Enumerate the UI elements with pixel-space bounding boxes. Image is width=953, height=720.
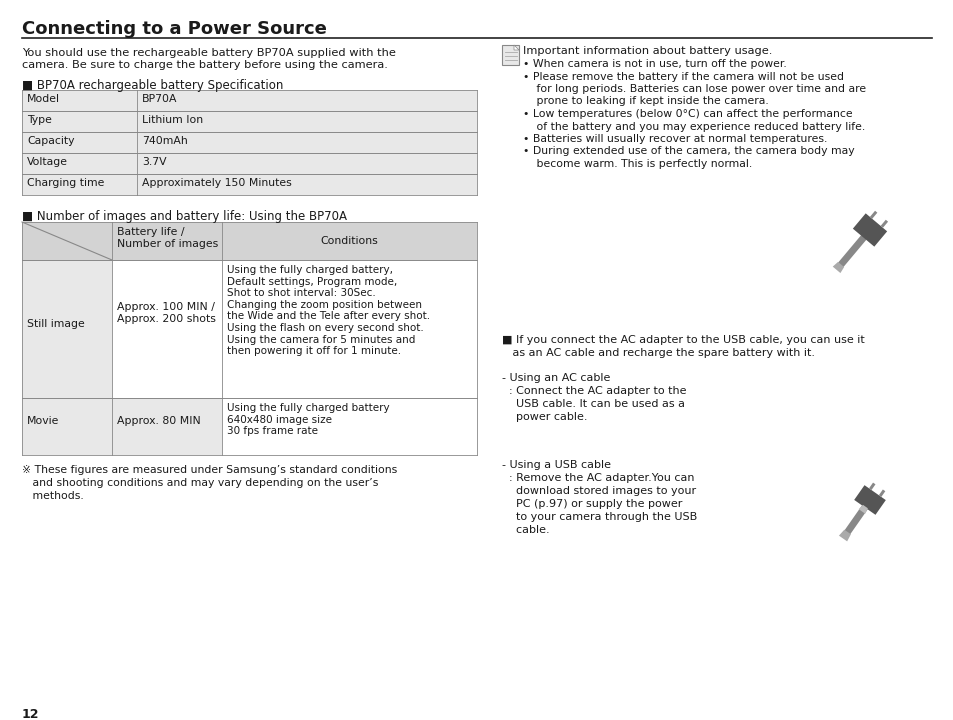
Text: Connecting to a Power Source: Connecting to a Power Source (22, 20, 327, 38)
Text: as an AC cable and recharge the spare battery with it.: as an AC cable and recharge the spare ba… (501, 348, 814, 358)
Text: ※ These figures are measured under Samsung’s standard conditions: ※ These figures are measured under Samsu… (22, 465, 396, 475)
Text: PC (p.97) or supply the power: PC (p.97) or supply the power (501, 499, 681, 509)
Text: Model: Model (27, 94, 60, 104)
Text: - Using a USB cable: - Using a USB cable (501, 460, 610, 470)
Polygon shape (878, 490, 884, 497)
Polygon shape (868, 482, 875, 490)
Bar (22, 222, 476, 260)
Text: • Low temperatures (below 0°C) can affect the performance: • Low temperatures (below 0°C) can affec… (522, 109, 852, 119)
Text: to your camera through the USB: to your camera through the USB (501, 512, 697, 522)
Polygon shape (869, 211, 877, 219)
Text: download stored images to your: download stored images to your (501, 486, 696, 496)
Bar (22, 174, 476, 195)
Text: USB cable. It can be used as a: USB cable. It can be used as a (501, 399, 684, 409)
Text: Using the fully charged battery,
Default settings, Program mode,
Shot to shot in: Using the fully charged battery, Default… (227, 265, 430, 356)
Text: ■ BP70A rechargeable battery Specification: ■ BP70A rechargeable battery Specificati… (22, 79, 283, 92)
Text: Voltage: Voltage (27, 157, 68, 167)
Bar (501, 45, 518, 65)
Polygon shape (832, 262, 843, 273)
Text: Capacity: Capacity (27, 136, 74, 146)
Text: methods.: methods. (22, 491, 84, 501)
Text: : Connect the AC adapter to the: : Connect the AC adapter to the (501, 386, 686, 396)
Text: Battery life /
Number of images: Battery life / Number of images (117, 227, 218, 248)
Text: ■ If you connect the AC adapter to the USB cable, you can use it: ■ If you connect the AC adapter to the U… (501, 335, 863, 345)
Bar (22, 153, 476, 174)
Text: Still image: Still image (27, 319, 85, 329)
Polygon shape (880, 220, 887, 228)
Bar (112, 398, 222, 455)
Text: 3.7V: 3.7V (142, 157, 167, 167)
Polygon shape (853, 485, 885, 515)
Polygon shape (858, 505, 867, 514)
Text: Conditions: Conditions (320, 236, 377, 246)
Bar (112, 260, 222, 398)
Text: power cable.: power cable. (501, 412, 587, 422)
Text: Charging time: Charging time (27, 178, 104, 188)
Text: Approx. 100 MIN /
Approx. 200 shots: Approx. 100 MIN / Approx. 200 shots (117, 302, 215, 323)
Bar (22, 260, 112, 398)
Text: become warm. This is perfectly normal.: become warm. This is perfectly normal. (525, 159, 752, 169)
Text: - Using an AC cable: - Using an AC cable (501, 373, 610, 383)
Bar (222, 260, 476, 398)
Text: BP70A: BP70A (142, 94, 177, 104)
Text: : Remove the AC adapter.You can: : Remove the AC adapter.You can (501, 473, 694, 483)
Text: Movie: Movie (27, 416, 59, 426)
Polygon shape (514, 45, 518, 50)
Text: 12: 12 (22, 708, 39, 720)
Text: 740mAh: 740mAh (142, 136, 188, 146)
Text: Type: Type (27, 115, 51, 125)
Text: Approximately 150 Minutes: Approximately 150 Minutes (142, 178, 292, 188)
Polygon shape (852, 213, 886, 247)
Text: You should use the rechargeable battery BP70A supplied with the
camera. Be sure : You should use the rechargeable battery … (22, 48, 395, 70)
Text: Using the fully charged battery
640x480 image size
30 fps frame rate: Using the fully charged battery 640x480 … (227, 403, 389, 436)
Text: for long periods. Batteries can lose power over time and are: for long periods. Batteries can lose pow… (525, 84, 865, 94)
Text: • Batteries will usually recover at normal temperatures.: • Batteries will usually recover at norm… (522, 134, 826, 144)
Bar (222, 398, 476, 455)
Text: of the battery and you may experience reduced battery life.: of the battery and you may experience re… (525, 122, 864, 132)
Bar (22, 132, 476, 153)
Polygon shape (838, 530, 850, 541)
Text: prone to leaking if kept inside the camera.: prone to leaking if kept inside the came… (525, 96, 768, 107)
Text: • During extended use of the camera, the camera body may: • During extended use of the camera, the… (522, 146, 854, 156)
Text: and shooting conditions and may vary depending on the user’s: and shooting conditions and may vary dep… (22, 478, 378, 488)
Text: cable.: cable. (501, 525, 549, 535)
Text: Important information about battery usage.: Important information about battery usag… (522, 46, 772, 56)
Text: • Please remove the battery if the camera will not be used: • Please remove the battery if the camer… (522, 71, 843, 81)
Text: ■ Number of images and battery life: Using the BP70A: ■ Number of images and battery life: Usi… (22, 210, 347, 223)
Bar (22, 90, 476, 111)
Bar (22, 111, 476, 132)
Bar (22, 398, 112, 455)
Text: Approx. 80 MIN: Approx. 80 MIN (117, 416, 200, 426)
Text: Lithium Ion: Lithium Ion (142, 115, 203, 125)
Text: • When camera is not in use, turn off the power.: • When camera is not in use, turn off th… (522, 59, 786, 69)
